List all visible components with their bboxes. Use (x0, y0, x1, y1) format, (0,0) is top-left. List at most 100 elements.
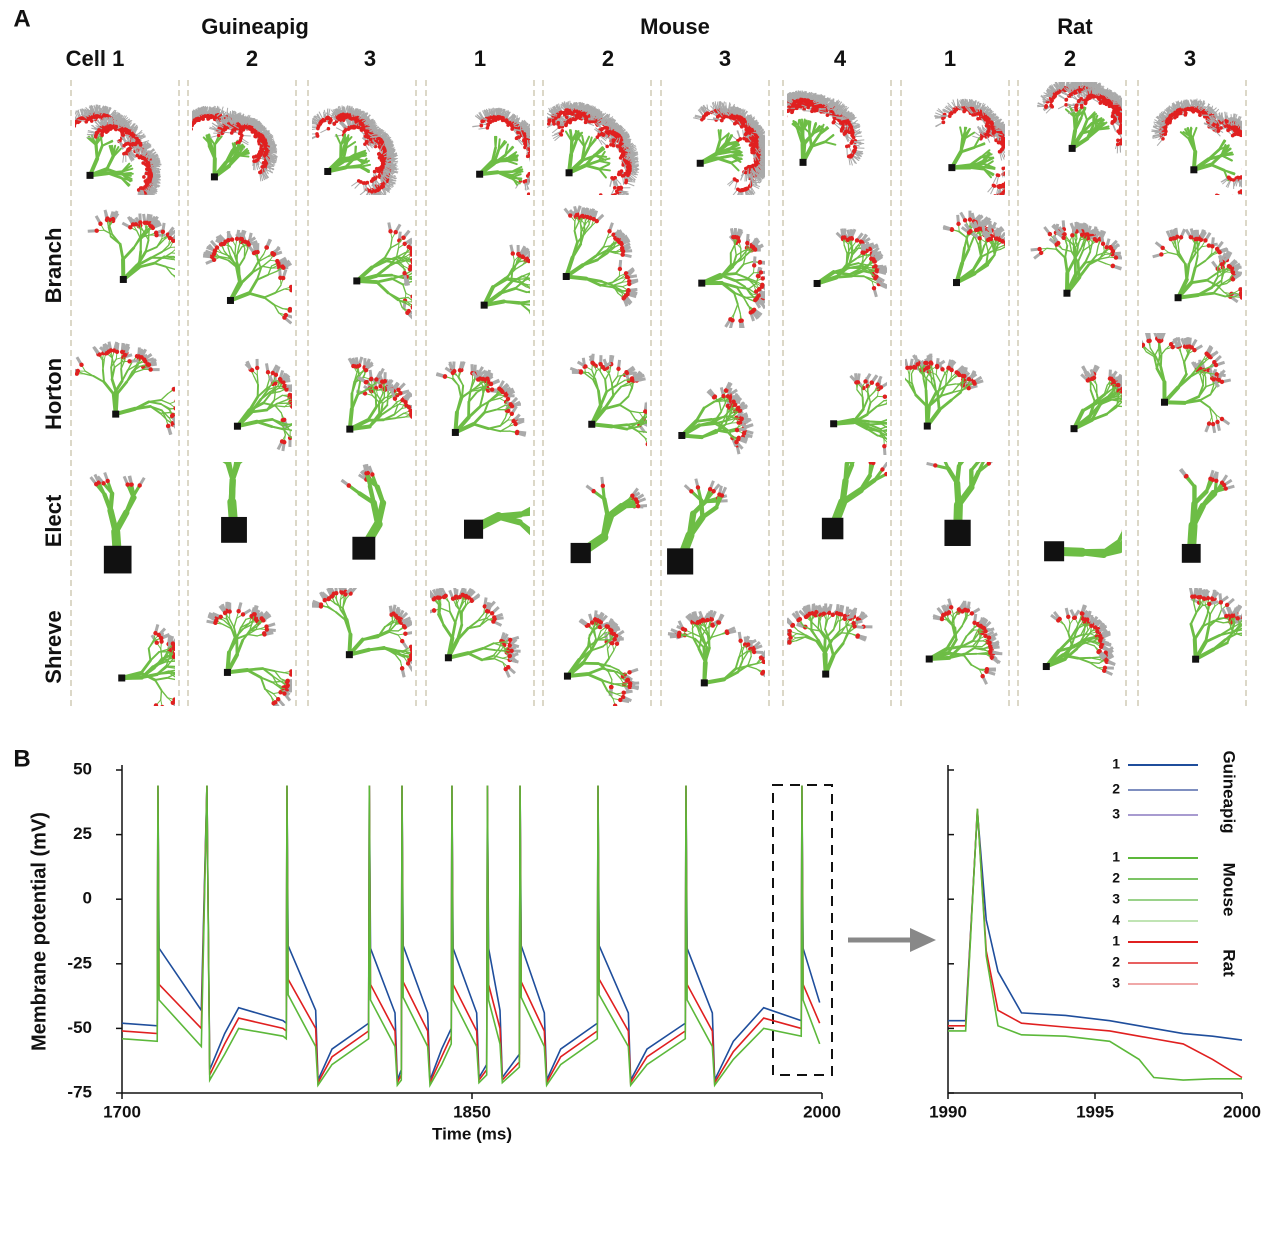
synapse (94, 133, 98, 138)
synapse (105, 478, 110, 484)
dendrite (205, 134, 211, 148)
twig (60, 139, 68, 143)
synapse (186, 126, 190, 130)
synapse (139, 200, 143, 204)
dendrite (105, 155, 115, 171)
synapse (169, 413, 175, 419)
twig (75, 121, 76, 122)
synapse (71, 127, 75, 131)
dendrite (101, 139, 114, 147)
dendrite (240, 618, 247, 629)
dendrite (229, 255, 238, 269)
dendrite (263, 291, 277, 299)
dendrite (92, 375, 105, 384)
dendrite (127, 361, 133, 371)
synapse (159, 635, 164, 641)
synapse (229, 237, 235, 242)
twig (293, 397, 302, 399)
synapse (138, 220, 143, 225)
dendrite (108, 226, 112, 238)
synapse (130, 222, 136, 227)
synapse (128, 225, 133, 230)
dendrite (144, 246, 158, 253)
dendrite (84, 370, 95, 377)
synapse (149, 224, 154, 229)
dendrite (173, 658, 175, 662)
synapse (125, 149, 130, 153)
dendrite (102, 380, 116, 396)
dendrite (162, 257, 174, 261)
twig (64, 127, 73, 128)
dendrite (213, 135, 223, 146)
synapse (188, 137, 192, 141)
dendrite (132, 236, 141, 249)
synapse (132, 202, 136, 206)
dendrite (247, 633, 258, 637)
dendrite (247, 291, 266, 299)
twig (139, 199, 142, 207)
dendrite (236, 246, 243, 256)
synapse (243, 124, 248, 129)
dendrite (99, 133, 104, 147)
dendrite (207, 134, 216, 146)
synapse (273, 372, 279, 378)
dendrite (273, 394, 284, 401)
synapse (254, 129, 258, 134)
synapse (215, 454, 219, 458)
synapse (182, 663, 186, 667)
dendrite (101, 368, 105, 384)
synapse (183, 134, 187, 138)
twig (60, 141, 68, 145)
synapse (260, 151, 264, 155)
synapse (124, 202, 128, 206)
synapse (139, 355, 144, 360)
synapse (261, 631, 267, 636)
synapse (90, 115, 94, 119)
dendrite (139, 671, 157, 682)
dendrite (233, 617, 238, 629)
twig (182, 123, 190, 127)
dendrite (147, 229, 150, 241)
dendrite (271, 680, 283, 683)
synapse (236, 608, 241, 614)
dendrite (274, 288, 285, 294)
twig (290, 393, 292, 396)
dendrite (140, 231, 149, 241)
dendrite (124, 494, 136, 515)
synapse (182, 678, 186, 682)
twig (127, 199, 132, 206)
synapse (153, 630, 158, 636)
species-header: Rat (1057, 14, 1093, 39)
twig (185, 665, 194, 668)
dendrite (147, 647, 152, 662)
twig (162, 707, 164, 716)
dendrite (228, 476, 236, 506)
synapse (278, 690, 283, 695)
dendrite (274, 284, 282, 294)
synapse (147, 163, 151, 167)
synapse (101, 127, 106, 132)
synapse (132, 201, 136, 205)
synapse (146, 362, 152, 368)
twig (182, 123, 190, 127)
twig (183, 129, 191, 132)
dendrite (261, 259, 271, 267)
synapse (79, 362, 84, 368)
dendrite (178, 666, 184, 670)
synapse (140, 197, 144, 201)
morphology (177, 105, 278, 182)
twig (139, 200, 148, 203)
dendrite (250, 408, 269, 414)
synapse (246, 453, 250, 457)
twig (192, 122, 193, 124)
synapse (263, 153, 267, 157)
synapse (192, 118, 197, 122)
synapse (290, 405, 292, 410)
synapse (95, 114, 99, 118)
synapse (295, 436, 299, 440)
dendrite (235, 638, 245, 657)
twig (177, 135, 185, 139)
dendrite (113, 361, 123, 369)
twig (177, 135, 185, 138)
